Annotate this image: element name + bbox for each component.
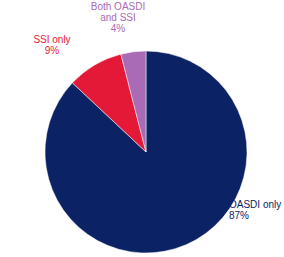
category-label: SSI only (33, 34, 70, 45)
chart: OASDI only87% SSI only9% Both OASDIand SSI… (0, 0, 284, 257)
category-label: OASDI only (229, 199, 281, 210)
value-label: 9% (45, 45, 60, 56)
slice (121, 51, 146, 152)
pie (45, 51, 247, 253)
category-label: Both OASDIand SSI (91, 1, 145, 23)
value-label: 4% (111, 23, 126, 34)
slice (45, 51, 247, 253)
value-label: 87% (229, 210, 249, 221)
